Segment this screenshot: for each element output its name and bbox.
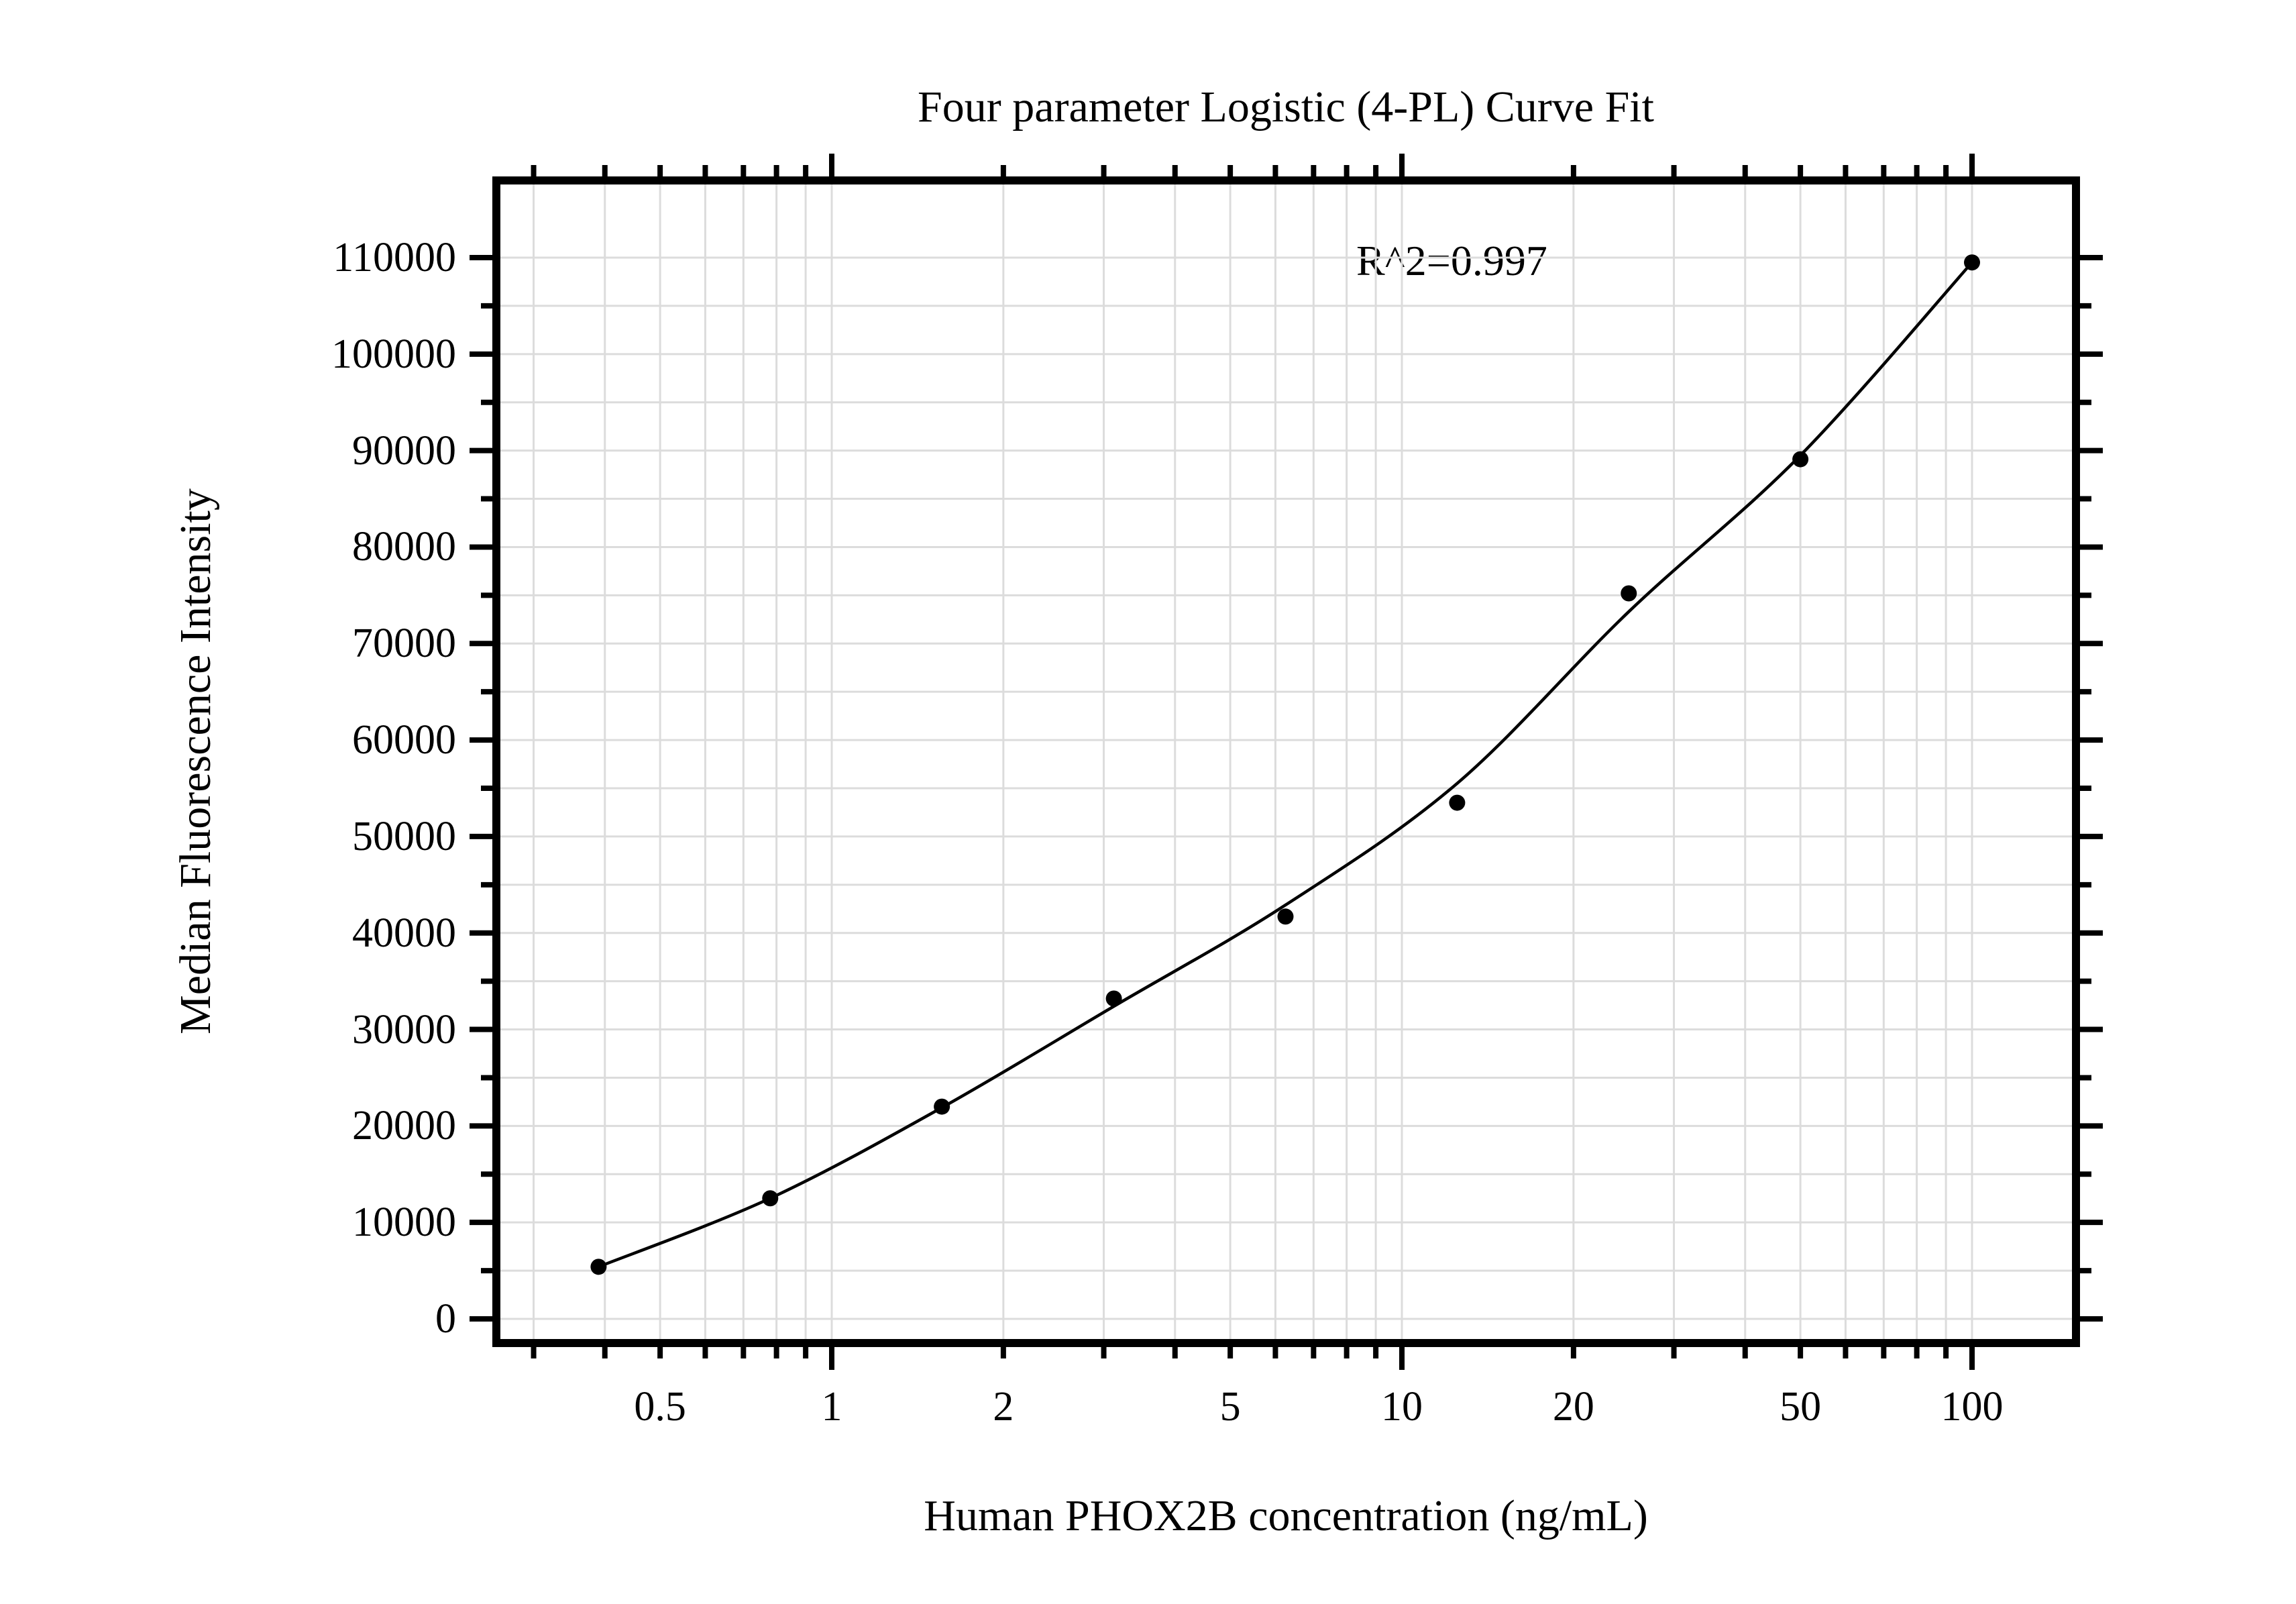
- x-tick-label: 0.5: [634, 1384, 686, 1430]
- fit-curve-line: [598, 261, 1973, 1269]
- x-tick-label: 50: [1780, 1384, 1822, 1430]
- y-tick-label: 0: [435, 1296, 456, 1342]
- y-tick-label: 70000: [352, 621, 456, 667]
- x-tick-label: 5: [1219, 1384, 1241, 1430]
- y-tick-label: 60000: [352, 717, 456, 763]
- chart-title: Four parameter Logistic (4-PL) Curve Fit: [918, 83, 1654, 131]
- y-tick-label: 90000: [352, 427, 456, 474]
- data-point: [1449, 794, 1466, 811]
- y-tick-label: 100000: [331, 331, 456, 377]
- y-tick-label: 20000: [352, 1103, 456, 1149]
- data-points-group: [590, 254, 1980, 1275]
- data-point: [1964, 254, 1980, 271]
- fit-curve-group: [598, 261, 1973, 1269]
- plot-box: [492, 176, 2080, 1347]
- axis-ticks-group: [470, 154, 2103, 1370]
- gridlines-group: [496, 180, 2076, 1343]
- data-point: [1105, 990, 1122, 1007]
- data-point: [1792, 451, 1809, 468]
- plot-frame: [492, 176, 2080, 1347]
- data-point: [1277, 908, 1294, 925]
- y-tick-label: 50000: [352, 813, 456, 859]
- y-tick-label: 40000: [352, 910, 456, 956]
- x-tick-label: 20: [1552, 1384, 1594, 1430]
- data-point: [590, 1259, 607, 1275]
- y-tick-label: 110000: [333, 235, 456, 280]
- y-tick-label: 10000: [352, 1199, 456, 1246]
- x-tick-label: 100: [1940, 1384, 2004, 1430]
- y-tick-label: 30000: [352, 1006, 456, 1053]
- y-tick-label: 80000: [352, 524, 456, 570]
- data-point: [1621, 585, 1637, 602]
- x-tick-label: 10: [1381, 1384, 1423, 1430]
- data-point: [934, 1098, 950, 1115]
- r-squared-annotation: R^2=0.997: [1356, 237, 1547, 284]
- x-tick-label: 1: [821, 1384, 842, 1430]
- x-tick-label: 2: [993, 1384, 1014, 1430]
- data-point: [762, 1190, 779, 1207]
- x-axis-title: Human PHOX2B concentration (ng/mL): [924, 1491, 1648, 1540]
